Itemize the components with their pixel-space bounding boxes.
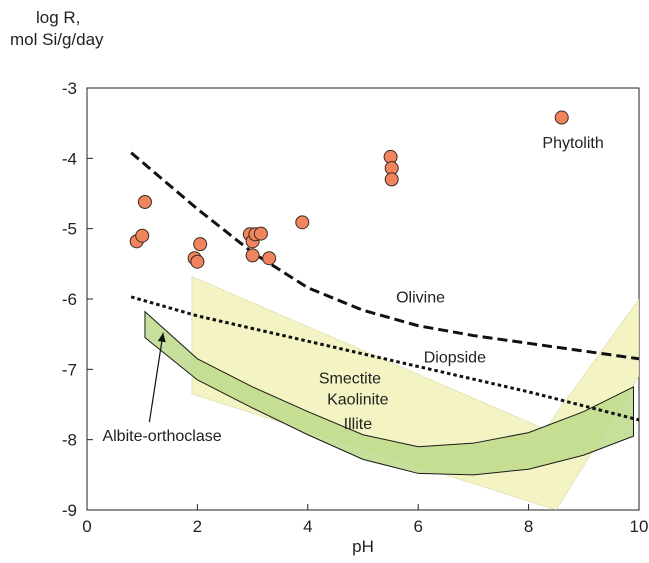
label-olivine: Olivine (396, 290, 445, 307)
line-olivine (130, 151, 639, 361)
phytolith-point (193, 237, 208, 252)
x-tick-label: 10 (630, 517, 649, 536)
phytolith-point (295, 215, 310, 230)
axes-layer: 0 2 4 6 8 10 -3 -4 -5 -6 -7 -8 -9 pH (62, 79, 649, 556)
x-tick-label: 4 (303, 517, 312, 536)
band-albite-orthoclase (144, 310, 634, 476)
x-tick-label: 6 (413, 517, 422, 536)
label-smectite: Smectite (319, 370, 381, 387)
phytolith-point (384, 172, 399, 187)
phytolith-point (253, 226, 268, 241)
y-tick-label: -3 (62, 79, 77, 98)
y-axis-label-line2: mol Si/g/day (10, 30, 104, 49)
label-albite-orthoclase: Albite-orthoclase (102, 428, 221, 445)
label-diopside: Diopside (424, 349, 486, 366)
label-kaolinite: Kaolinite (327, 392, 388, 409)
x-tick-label: 8 (524, 517, 533, 536)
y-tick-label: -6 (62, 290, 77, 309)
y-tick-label: -5 (62, 220, 77, 239)
x-axis-label: pH (352, 537, 374, 556)
phytolith-point (137, 194, 152, 209)
labels-layer: Phytolith Olivine Diopside Smectite Kaolinit… (102, 135, 603, 445)
albite-arrow-shaft (148, 332, 164, 423)
label-phytolith: Phytolith (542, 135, 603, 152)
y-axis-label-line1: log R, (36, 8, 81, 27)
label-illite: Illite (344, 416, 373, 433)
albite-arrow-head (157, 332, 166, 343)
phytolith-point (262, 251, 277, 266)
y-tick-label: -4 (62, 149, 77, 168)
phytolith-point (554, 110, 569, 125)
phytolith-point (245, 248, 260, 263)
x-tick-label: 0 (82, 517, 91, 536)
y-tick-label: -8 (62, 431, 77, 450)
y-tick-label: -7 (62, 360, 77, 379)
phytolith-point (190, 254, 205, 269)
x-tick-label: 2 (193, 517, 202, 536)
phytolith-point (135, 228, 150, 243)
y-tick-label: -9 (62, 501, 77, 520)
lines-layer (130, 151, 639, 422)
bands-layer (144, 275, 639, 510)
points-layer (129, 110, 569, 269)
